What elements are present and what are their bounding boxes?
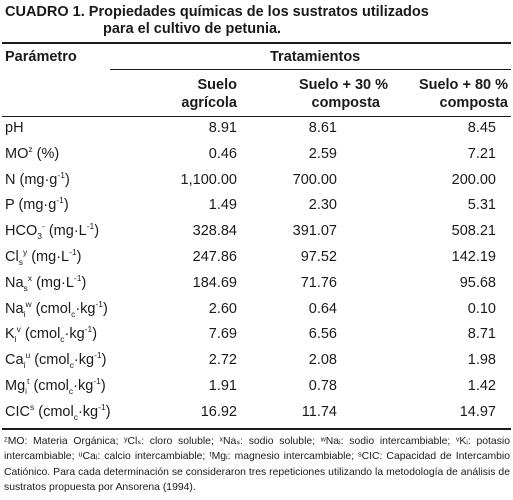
column-header-line: Suelo + 80 %: [418, 77, 508, 93]
cell-value: 391.07: [292, 223, 337, 240]
header-parametro: Parámetro: [5, 49, 77, 65]
column-header-line: composta: [311, 95, 381, 111]
cell-value: 8.91: [208, 120, 237, 136]
cell-value: 14.97: [459, 403, 496, 420]
cell-value: 95.68: [459, 274, 496, 291]
parameter-label: pH: [5, 120, 24, 136]
top-rule: [2, 42, 511, 44]
bottom-rule: [2, 428, 511, 430]
cell-value: 8.45: [467, 120, 496, 136]
parameter-label: Mgit (cmolc·kg-1): [5, 376, 106, 396]
cell-value: 2.30: [308, 197, 337, 214]
cell-value: 184.69: [192, 274, 237, 291]
cell-value: 0.10: [467, 300, 496, 317]
cell-value: 247.86: [192, 249, 237, 265]
cell-value: 1.49: [208, 197, 237, 214]
cell-value: 1,100.00: [180, 171, 237, 188]
table-row: HCO3- (mg·L-1) 328.84 391.07 508.21: [0, 221, 513, 248]
header-tratamientos: Tratamientos: [270, 49, 361, 65]
treatments-rule: [110, 69, 511, 70]
parameter-label: N (mg·g-1): [5, 169, 70, 188]
table-row: CICs (cmolc·kg-1) 16.92 11.74 14.97: [0, 401, 513, 429]
table-row: Clsy (mg·L-1) 247.86 97.52 142.19: [0, 247, 513, 274]
table-row: Mgit (cmolc·kg-1) 1.91 0.78 1.42: [0, 376, 513, 403]
cell-value: 2.72: [208, 352, 237, 369]
table-row: MOz (%) 0.46 2.59 7.21: [0, 143, 513, 171]
cell-value: 508.21: [451, 223, 496, 240]
column-header-80: Suelo + 80 % composta: [419, 76, 508, 112]
table-row: pH 8.91 8.61 8.45: [0, 120, 513, 145]
cell-value: 8.71: [467, 326, 496, 343]
cell-value: 2.60: [208, 300, 237, 317]
column-header-30: Suelo + 30 % composta: [299, 76, 388, 112]
table-row: Kiv (cmolc·kg-1) 7.69 6.56 8.71: [0, 324, 513, 351]
title-line-1: CUADRO 1. Propiedades químicas de los su…: [5, 4, 429, 20]
table-row: Caiu (cmolc·kg-1) 2.72 2.08 1.98: [0, 350, 513, 377]
cell-value: 7.21: [467, 145, 496, 162]
column-header-line: agrícola: [181, 95, 237, 111]
column-header-line: Suelo: [197, 77, 237, 93]
cell-value: 7.69: [208, 326, 237, 343]
cell-value: 1.91: [208, 378, 237, 394]
cell-value: 2.08: [308, 352, 337, 369]
parameter-label: HCO3- (mg·L-1): [5, 221, 100, 242]
cell-value: 16.92: [200, 403, 237, 420]
cell-value: 0.46: [208, 145, 237, 162]
parameter-label: Clsy (mg·L-1): [5, 247, 82, 267]
cell-value: 8.61: [308, 120, 337, 136]
cell-value: 328.84: [192, 223, 237, 240]
parameter-label: Caiu (cmolc·kg-1): [5, 350, 107, 371]
parameter-label: Kiv (cmolc·kg-1): [5, 324, 98, 345]
header-rule: [2, 116, 511, 117]
column-header-line: composta: [439, 95, 509, 111]
parameter-label: Naiw (cmolc·kg-1): [5, 298, 108, 319]
column-header-suelo: Suelo agrícola: [181, 76, 237, 112]
parameter-label: CICs (cmolc·kg-1): [5, 401, 111, 422]
cell-value: 0.64: [308, 300, 337, 317]
parameter-label: MOz (%): [5, 143, 60, 162]
table-row: Nasx (mg·L-1) 184.69 71.76 95.68: [0, 272, 513, 300]
cell-value: 1.98: [467, 352, 496, 369]
cell-value: 1.42: [467, 378, 496, 394]
cell-value: 97.52: [300, 249, 337, 265]
title-line-2: para el cultivo de petunia.: [103, 21, 282, 37]
cell-value: 6.56: [308, 326, 337, 343]
cell-value: 142.19: [451, 249, 496, 265]
column-header-line: Suelo + 30 %: [298, 77, 388, 93]
table-row: N (mg·g-1) 1,100.00 700.00 200.00: [0, 169, 513, 197]
table-row: P (mg·g-1) 1.49 2.30 5.31: [0, 195, 513, 222]
table-title: CUADRO 1. Propiedades químicas de los su…: [5, 4, 510, 38]
cell-value: 5.31: [467, 197, 496, 214]
table-row: Naiw (cmolc·kg-1) 2.60 0.64 0.10: [0, 298, 513, 326]
cell-value: 2.59: [308, 145, 337, 162]
cell-value: 11.74: [301, 403, 337, 420]
footnote: ᶻMO: Materia Orgánica; ʸClₛ: cloro solub…: [4, 436, 510, 493]
cell-value: 700.00: [292, 171, 337, 188]
cell-value: 71.76: [300, 274, 337, 291]
cell-value: 0.78: [308, 378, 337, 394]
parameter-label: Nasx (mg·L-1): [5, 272, 87, 293]
parameter-label: P (mg·g-1): [5, 195, 69, 214]
cell-value: 200.00: [451, 171, 496, 188]
